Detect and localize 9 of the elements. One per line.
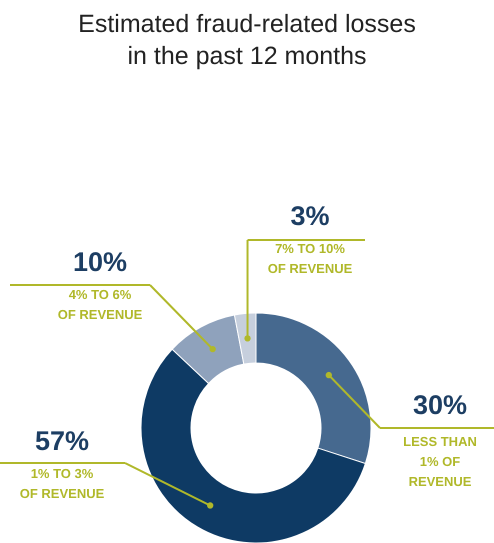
slice-label: 4% TO 6% OF REVENUE — [58, 287, 143, 322]
slice-label: 1% TO 3% OF REVENUE — [20, 466, 105, 501]
data-label: 57% — [34, 426, 90, 456]
data-label: 30% — [412, 390, 468, 420]
slice-label: LESS THAN 1% OF REVENUE — [403, 434, 477, 489]
data-label: 10% — [72, 247, 128, 277]
chart-title: Estimated fraud-related losses in the past 12 months — [78, 10, 416, 70]
data-label: 3% — [290, 201, 330, 231]
slice-label: 7% TO 10% OF REVENUE — [268, 241, 353, 276]
